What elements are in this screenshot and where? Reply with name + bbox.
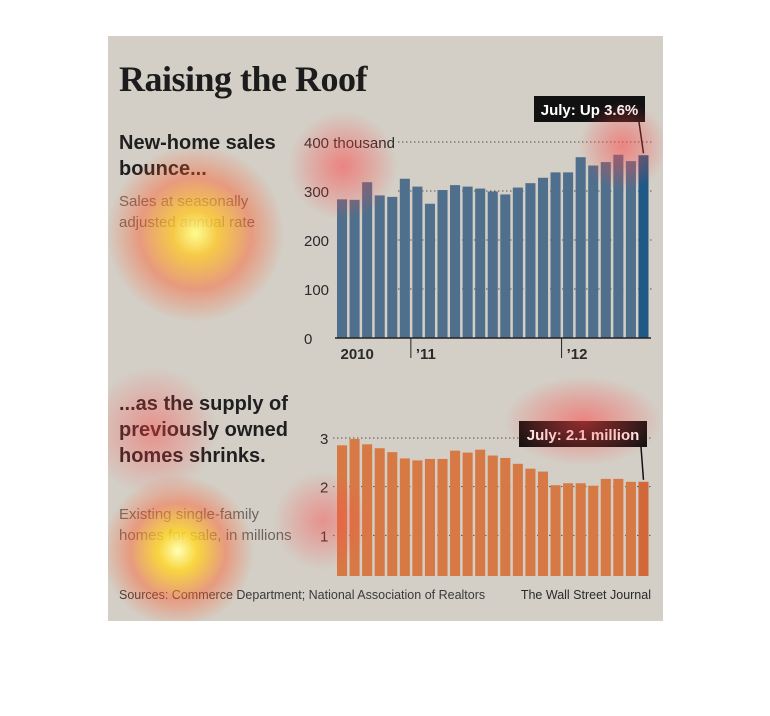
- supply-bar: [462, 452, 473, 576]
- sales-bar: [462, 186, 473, 338]
- sales-xtick-label: ’11: [416, 346, 436, 363]
- sales-bar: [525, 183, 536, 338]
- sales-bar: [625, 161, 636, 338]
- sales-bar: [613, 154, 624, 338]
- sales-bar: [638, 155, 649, 338]
- sales-bar: [600, 162, 611, 338]
- supply-ytick-label: 3: [320, 431, 328, 448]
- source-note: Sources: Commerce Department; National A…: [119, 588, 486, 602]
- sales-bar: [412, 186, 423, 338]
- sales-xtick-label: 2010: [341, 346, 374, 363]
- sales-ytick-label: 100: [304, 282, 329, 299]
- supply-bar: [600, 478, 611, 576]
- supply-bar: [362, 444, 373, 576]
- sales-bar: [537, 177, 549, 338]
- sales-bar: [349, 199, 360, 338]
- chart-card: Raising the Roof New-home sales bounce..…: [108, 36, 663, 621]
- supply-bar: [613, 478, 624, 576]
- sales-ytick-label: 300: [304, 184, 329, 201]
- supply-ytick-label: 1: [320, 528, 328, 545]
- sales-bar: [575, 157, 586, 338]
- sales-annotation-leader: [638, 121, 645, 154]
- sales-bar: [563, 172, 574, 338]
- sales-xtick-label: ’12: [567, 346, 588, 363]
- sales-bar: [437, 190, 448, 338]
- supply-bar: [550, 485, 561, 576]
- sales-bar: [337, 199, 348, 338]
- sales-bar: [362, 182, 373, 338]
- sales-bar: [550, 172, 561, 338]
- sales-annotation-text: July: Up 3.6%: [541, 102, 639, 119]
- supply-bar: [337, 445, 348, 576]
- supply-bar: [487, 455, 498, 576]
- sales-ytick-label: 0: [304, 331, 312, 348]
- page-title: Raising the Roof: [119, 59, 368, 99]
- sales-bar: [424, 203, 435, 338]
- supply-bar: [399, 458, 410, 576]
- supply-bar: [437, 458, 448, 576]
- sales-bar: [387, 196, 398, 338]
- sales-ytick-label: 400 thousand: [304, 135, 395, 152]
- supply-bar: [537, 471, 549, 576]
- supply-bar: [512, 463, 523, 576]
- supply-bar: [374, 448, 385, 576]
- sales-bar: [399, 178, 410, 338]
- supply-bar: [625, 481, 636, 576]
- supply-bar: [638, 481, 649, 576]
- supply-bar: [450, 450, 461, 576]
- supply-bar: [588, 485, 599, 576]
- supply-bar: [387, 452, 398, 576]
- supply-bar: [575, 483, 586, 576]
- sales-bar: [487, 191, 498, 338]
- supply-bar: [525, 468, 536, 576]
- supply-annotation-text: July: 2.1 million: [527, 427, 640, 444]
- supply-bar: [500, 457, 511, 576]
- sales-bar: [475, 188, 486, 338]
- sales-bar: [588, 165, 599, 338]
- sales-bar: [374, 195, 385, 338]
- supply-annotation-leader: [640, 446, 645, 480]
- supply-ytick-label: 2: [320, 480, 328, 497]
- panel2-headline: ...as the supply of previously owned hom…: [119, 393, 288, 467]
- supply-bar: [349, 438, 360, 576]
- publisher-credit: The Wall Street Journal: [520, 588, 651, 602]
- sales-bar: [512, 187, 523, 338]
- sales-bar: [500, 194, 511, 338]
- supply-bar: [412, 460, 423, 576]
- supply-bar: [563, 483, 574, 576]
- supply-bar: [424, 458, 435, 576]
- sales-bar: [450, 185, 461, 338]
- supply-bar: [475, 449, 486, 576]
- sales-ytick-label: 200: [304, 233, 329, 250]
